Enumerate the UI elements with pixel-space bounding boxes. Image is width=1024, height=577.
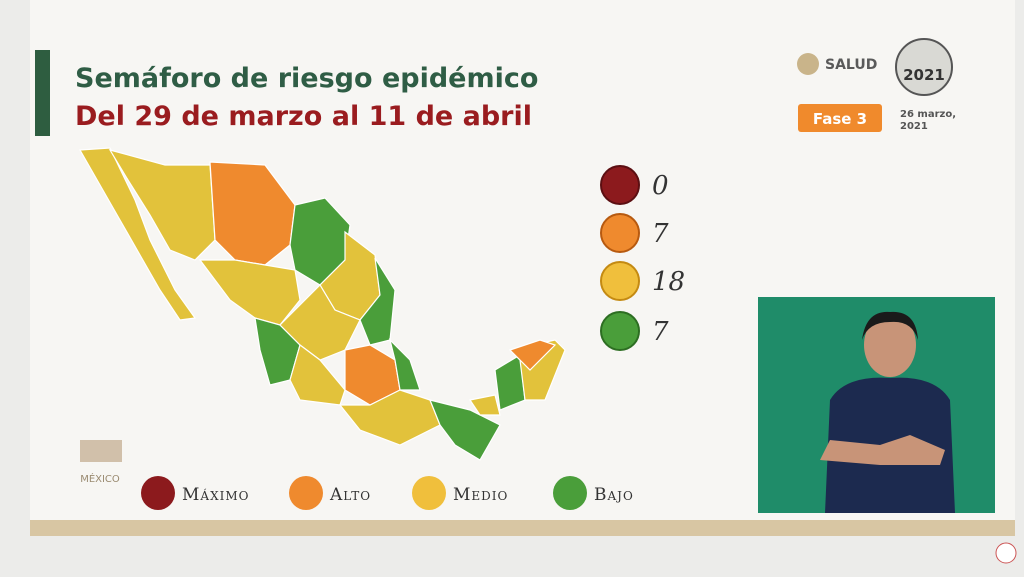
- count: 7: [652, 219, 669, 249]
- title: Semáforo de riesgo epidémico: [75, 63, 538, 94]
- subtitle: Del 29 de marzo al 11 de abril: [75, 101, 532, 132]
- channel-badge: [995, 542, 1017, 564]
- ministry: SALUD: [825, 57, 877, 73]
- salud-emblem: [797, 53, 819, 75]
- legend-label: Bajo: [594, 485, 634, 505]
- phase-badge: [798, 104, 882, 132]
- accent-bar: [35, 50, 50, 136]
- legend-label: Medio: [453, 485, 508, 505]
- map: [79, 147, 566, 461]
- phase-label: Fase 3: [813, 110, 867, 128]
- bottom-legend: [141, 476, 587, 510]
- count: 0: [652, 171, 669, 201]
- legend-label: Alto: [329, 485, 371, 505]
- logo-year: 2021: [903, 66, 945, 84]
- year-logo: [895, 38, 953, 96]
- bottom-bar: [30, 520, 1015, 536]
- date: 2021: [900, 121, 928, 132]
- legend-label: Máximo: [182, 485, 249, 505]
- count: 18: [652, 267, 685, 297]
- count: 7: [652, 317, 669, 347]
- sign-interpreter: [758, 297, 995, 513]
- footer-logo: MÉXICO: [80, 472, 120, 485]
- footer-emblem: [80, 440, 122, 462]
- side-legend: [600, 165, 640, 351]
- date: 26 marzo,: [900, 109, 956, 120]
